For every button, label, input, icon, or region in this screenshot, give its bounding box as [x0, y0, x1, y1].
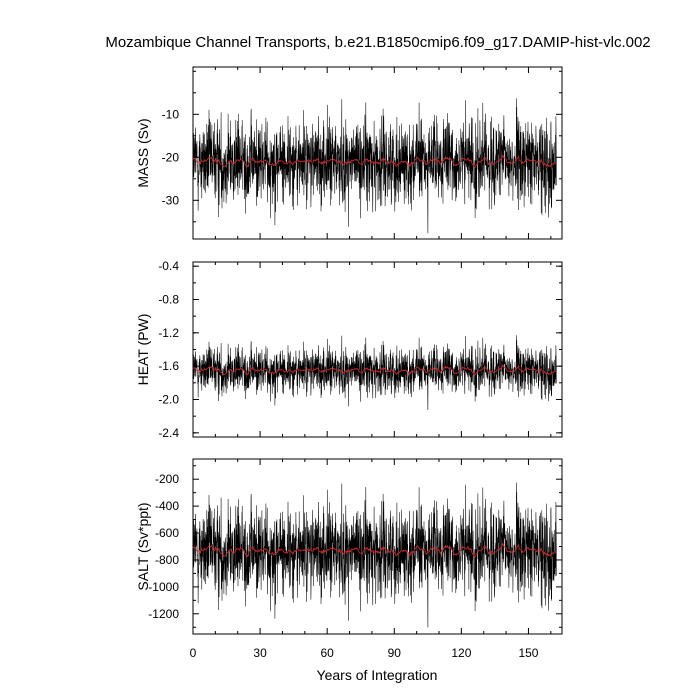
mass-y-axis-label: MASS (Sv) [135, 118, 151, 187]
x-tick-label: 60 [321, 646, 335, 660]
mass-y-tick-label: -20 [162, 150, 180, 164]
figure-title: Mozambique Channel Transports, b.e21.B18… [105, 34, 650, 51]
heat-y-tick-label: -2.0 [158, 393, 179, 407]
heat-panel: -2.4 -2.0 -1.6 -1.2 -0.8 -0.4 HEAT (PW) [135, 259, 563, 440]
mass-y-tick-label: -10 [162, 107, 180, 121]
heat-y-tick-label: -0.4 [158, 259, 179, 273]
mass-smoothed-series-line [192, 154, 557, 169]
x-axis-label: Years of Integration [317, 667, 438, 683]
x-tick-label: 90 [388, 646, 402, 660]
salt-smoothed-series-line [192, 542, 557, 559]
heat-smoothed-series-line [192, 364, 557, 377]
x-tick-label: 0 [190, 646, 197, 660]
mass-panel: -30 -20 -10 MASS (Sv) [135, 66, 563, 240]
heat-y-tick-label: -1.2 [158, 326, 179, 340]
x-tick-label: 120 [451, 646, 471, 660]
heat-plot-frame [192, 261, 563, 438]
heat-y-tick-label: -1.6 [158, 359, 179, 373]
salt-y-tick-label: -1000 [148, 580, 179, 594]
salt-y-tick-label: -400 [155, 499, 179, 513]
heat-y-axis-label: HEAT (PW) [135, 314, 151, 386]
mass-y-tick-label: -30 [162, 193, 180, 207]
heat-y-tick-label: -0.8 [158, 293, 179, 307]
mass-raw-series-line [192, 98, 557, 234]
salt-y-tick-label: -1200 [148, 607, 179, 621]
heat-y-tick-label: -2.4 [158, 426, 179, 440]
heat-raw-series-line [192, 335, 557, 411]
salt-y-tick-label: -600 [155, 526, 179, 540]
x-tick-label: 150 [518, 646, 538, 660]
salt-y-axis-label: SALT (Sv*ppt) [135, 502, 151, 590]
salt-panel: -1200 -1000 -800 -600 -400 -200 SALT (Sv*ppt) 0… [135, 458, 563, 660]
salt-raw-series-line [192, 482, 557, 628]
salt-y-tick-label: -800 [155, 553, 179, 567]
x-tick-label: 30 [253, 646, 267, 660]
salt-y-tick-label: -200 [155, 472, 179, 486]
